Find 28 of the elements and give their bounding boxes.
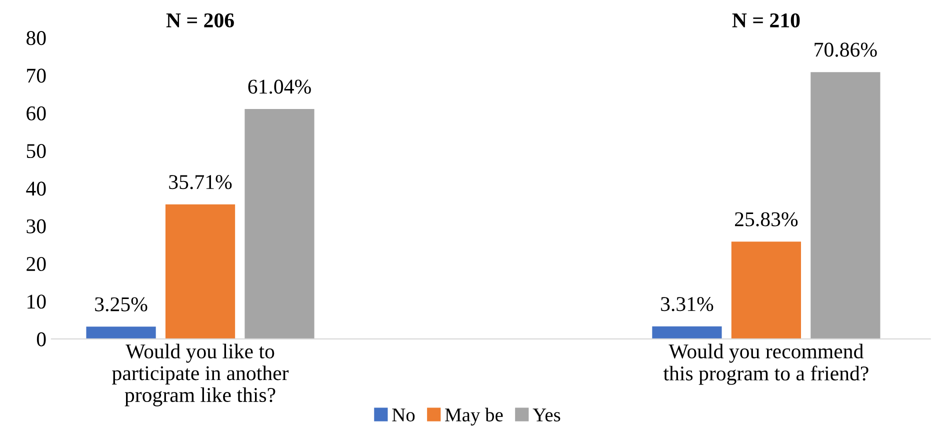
x-tick-label: Would you like to participate in another program like this?: [112, 344, 289, 406]
y-tick-label: 10: [28, 294, 46, 309]
data-label: 3.31%: [661, 297, 714, 312]
y-tick-label: 80: [26, 31, 46, 46]
y-tick-label: 0: [36, 332, 46, 346]
bar: [731, 242, 802, 339]
data-label: 61.04%: [248, 80, 311, 94]
y-tick-label: 60: [26, 106, 46, 120]
bar: [86, 326, 156, 339]
bar: [810, 72, 880, 339]
text: N = 206: [166, 13, 234, 28]
y-tick-label: 20: [26, 256, 46, 272]
text: N = 210: [732, 13, 800, 28]
x-tick-label: Would you recommend this program to a friend?: [663, 344, 868, 385]
y-tick-label: 40: [26, 182, 46, 196]
y-tick-label: 70: [27, 68, 46, 83]
y-tick-label: 50: [26, 144, 46, 158]
data-label: 35.71%: [169, 175, 232, 190]
legend-label: May be: [445, 408, 503, 426]
legend-label: Yes: [532, 408, 560, 422]
data-label: 3.25%: [95, 297, 148, 312]
data-label: 25.83%: [735, 212, 798, 226]
data-label: 70.86%: [814, 42, 877, 57]
bar: [244, 109, 314, 339]
bar: [652, 326, 722, 339]
bar: [165, 204, 236, 339]
y-tick-label: 30: [26, 219, 46, 234]
legend-label: No: [392, 408, 415, 422]
